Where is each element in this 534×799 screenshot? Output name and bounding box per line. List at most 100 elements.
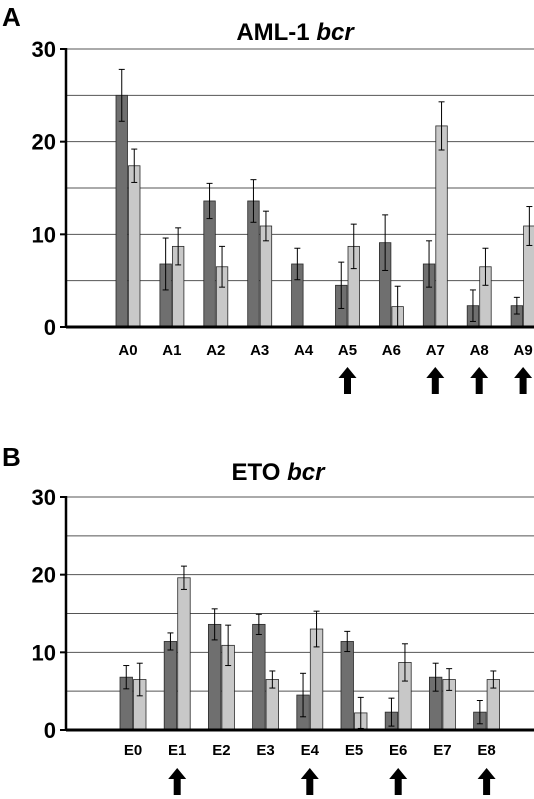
x-tick-label-a: A8 [470,342,489,359]
error-bar-b-e7-series2 [446,668,453,691]
error-bar-a-a8-series2 [482,247,489,286]
error-bar-b-e2-series1 [211,608,218,641]
error-bar-b-e0-series1 [123,665,130,690]
error-bar-a-a0-series1 [118,68,125,122]
x-ticks-b: E0 E1 E2 E3 E4 E5 E6 E7 E8 [124,742,496,759]
error-bar-a-a5-series1 [338,261,345,309]
bar-b-e5-series1 [340,641,354,731]
x-tick-label-b: E6 [389,742,407,759]
error-bar-a-a0-series2 [131,148,138,183]
bar-a-a9-series2 [523,225,534,328]
error-bar-b-e6-series2 [401,643,408,682]
up-arrow-icon [300,768,319,795]
error-bar-a-a3-series1 [250,179,257,223]
error-bar-a-a2-series2 [219,245,226,288]
x-tick-label-a: A5 [338,342,357,359]
arrows-b [168,768,496,795]
y-tick-label-a: 30 [32,37,56,62]
error-bar-b-e5-series1 [344,630,351,653]
x-tick-label-b: E4 [301,742,320,759]
error-bar-b-e0-series2 [136,662,143,697]
error-bar-b-e4-series2 [313,610,320,648]
axes-a [60,48,534,329]
x-tick-label-a: A0 [118,342,137,359]
up-arrow-icon [389,768,408,795]
error-bar-b-e4-series1 [300,672,307,718]
error-bars-a [118,68,533,328]
error-bar-a-a9-series2 [526,206,533,246]
y-tick-label-a: 0 [44,315,56,340]
error-bar-b-e1-series1 [167,632,174,651]
error-bar-a-a2-series1 [206,182,213,220]
bar-b-e1-series1 [163,641,178,731]
bar-a-a0-series2 [128,165,141,328]
x-tick-label-a: A4 [294,342,314,359]
error-bar-b-e3-series2 [269,670,276,689]
error-bars-b [123,565,497,729]
bar-b-e3-series1 [252,623,266,731]
bar-a-a7-series2 [435,125,448,328]
bar-a-a0-series1 [115,94,128,328]
x-tick-label-a: A9 [514,342,533,359]
bars-b [119,577,501,731]
y-tick-label-a: 10 [32,222,56,247]
x-tick-label-a: A7 [426,342,445,359]
y-tick-label-b: 30 [32,485,56,510]
error-bar-a-a4-series1 [294,247,301,281]
chart-title-b-italic: bcr [287,459,326,486]
up-arrow-icon [426,367,445,394]
error-bar-a-a7-series2 [438,101,445,151]
error-bar-b-e8-series1 [476,699,483,725]
bar-b-e1-series2 [177,577,191,731]
up-arrow-icon [477,768,496,795]
bars-a [115,94,534,328]
x-tick-label-b: E7 [433,742,451,759]
error-bar-a-a9-series1 [513,296,520,315]
x-tick-label-b: E0 [124,742,142,759]
chart-title-a-italic: bcr [316,19,355,46]
gridlines-b [66,496,534,692]
chart-title-a-plain: AML-1 [236,19,316,46]
error-bar-a-a7-series1 [426,240,433,288]
error-bar-a-a5-series2 [350,223,357,270]
error-bar-b-e8-series2 [490,670,497,689]
chart-title-b-plain: ETO [232,459,288,486]
x-tick-label-a: A2 [206,342,225,359]
y-ticks-b: 0 10 20 30 [32,485,56,743]
arrows-a [338,367,533,394]
panel-b: B ETO bcr 0 10 20 30 E0 E1 E2 E3 E4 E5 E6 E7 E8 [2,442,534,795]
error-bar-a-a1-series1 [162,237,169,291]
chart-title-b: ETO bcr [232,459,327,486]
x-tick-label-a: A3 [250,342,269,359]
x-tick-label-b: E2 [212,742,230,759]
y-tick-label-a: 20 [32,130,56,155]
error-bar-a-a3-series2 [262,210,269,242]
error-bar-a-a1-series2 [175,227,182,266]
bar-a-a2-series1 [203,200,216,328]
x-ticks-a: A0 A1 A2 A3 A4 A5 A6 A7 A8 A9 [118,342,532,359]
panel-a: A AML-1 bcr 0 10 20 30 A0 A1 A2 A3 A4 A5 A6 A7 A8 A9 [2,2,534,394]
error-bar-b-e3-series1 [255,613,262,635]
panel-letter-a: A [2,2,21,32]
error-bar-a-a6-series1 [382,214,389,271]
y-tick-label-b: 0 [44,718,56,743]
x-tick-label-b: E3 [256,742,274,759]
error-bar-b-e5-series2 [357,696,364,729]
up-arrow-icon [514,367,533,394]
chart-title-a: AML-1 bcr [236,19,355,46]
x-tick-label-b: E1 [168,742,186,759]
y-ticks-a: 0 10 20 30 [32,37,56,340]
y-tick-label-b: 20 [32,563,56,588]
error-bar-b-e7-series1 [432,662,439,692]
error-bar-b-e2-series2 [225,624,232,667]
x-tick-label-a: A6 [382,342,401,359]
up-arrow-icon [470,367,489,394]
gridlines-a [66,48,534,282]
error-bar-b-e1-series2 [180,565,187,590]
error-bar-a-a8-series1 [469,289,476,322]
up-arrow-icon [168,768,187,795]
x-tick-label-b: E5 [345,742,363,759]
up-arrow-icon [338,367,357,394]
y-tick-label-b: 10 [32,640,56,665]
